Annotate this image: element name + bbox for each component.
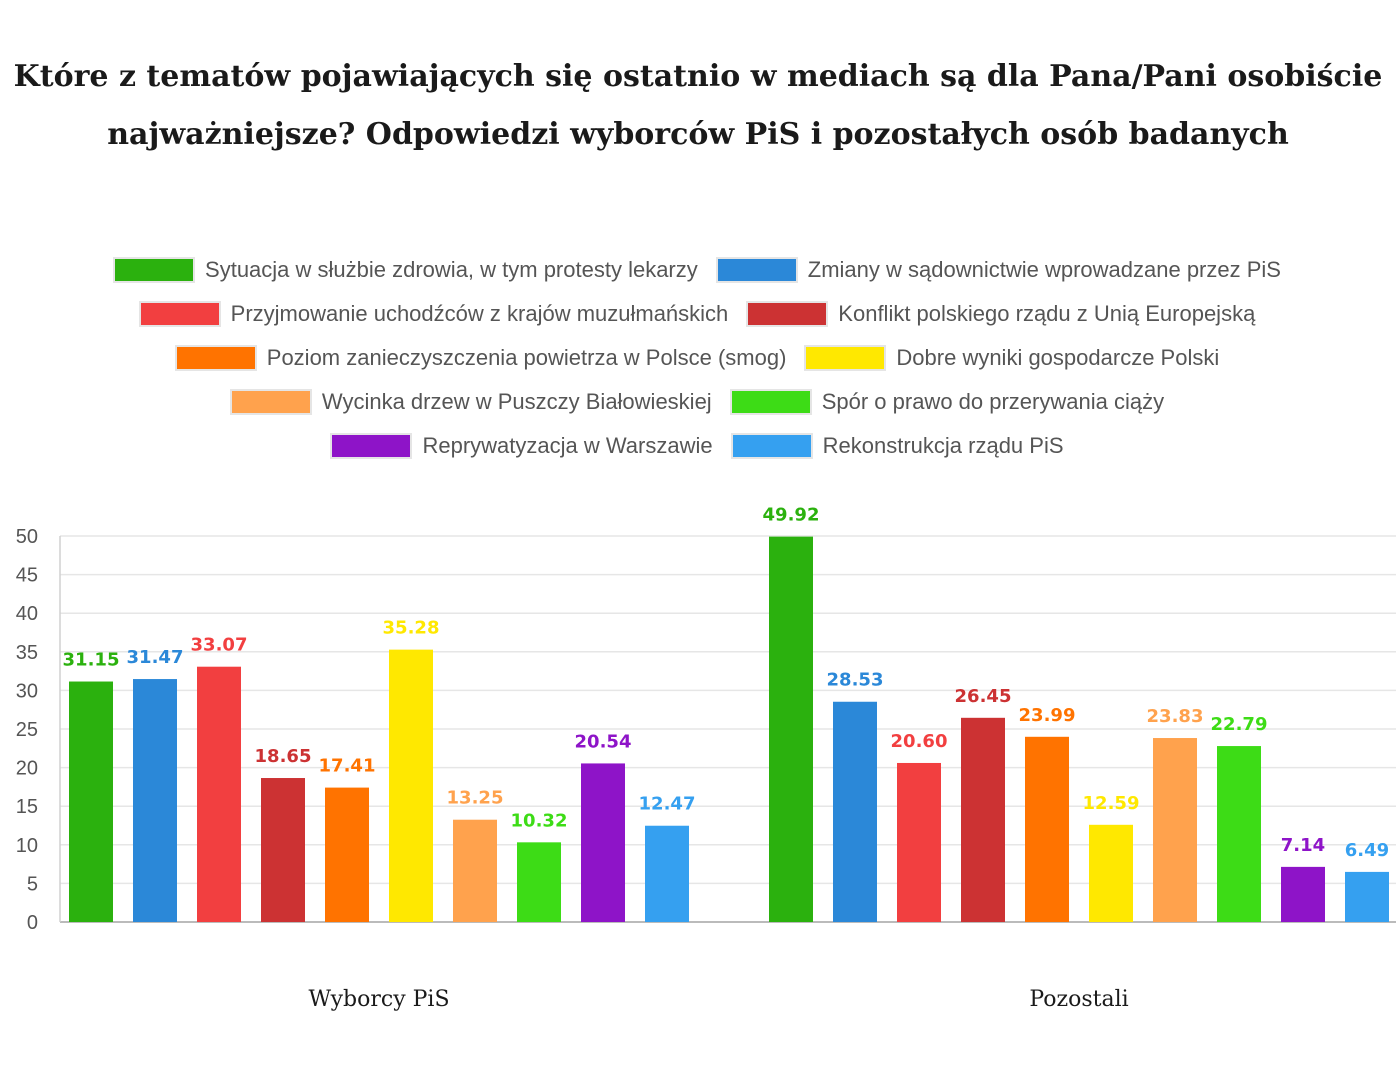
legend-label: Przyjmowanie uchodźców z krajów muzułmań… <box>230 301 729 326</box>
legend-row: Sytuacja w służbie zdrowia, w tym protes… <box>0 248 1396 292</box>
legend-swatch <box>140 303 219 325</box>
legend-label: Spór o prawo do przerywania ciąży <box>821 389 1165 414</box>
bar[interactable] <box>453 819 497 922</box>
bar-value-label: 23.99 <box>1019 705 1076 726</box>
bar-value-label: 35.28 <box>383 618 440 639</box>
y-tick-label: 40 <box>16 603 38 625</box>
bar-value-label: 23.83 <box>1147 706 1204 727</box>
bar-value-label: 20.60 <box>891 731 948 752</box>
bar[interactable] <box>961 717 1005 922</box>
legend-item[interactable]: Sytuacja w służbie zdrowia, w tym protes… <box>115 257 698 283</box>
legend-row: Reprywatyzacja w Warszawie Rekonstrukcja … <box>0 424 1396 468</box>
legend-item[interactable]: Zmiany w sądownictwie wprowadzane przez … <box>717 257 1281 283</box>
legend-swatch <box>748 303 827 325</box>
legend-label: Poziom zanieczyszczenia powietrza w Pols… <box>266 345 787 370</box>
bar-value-label: 12.47 <box>639 794 696 815</box>
y-tick-label: 45 <box>16 565 38 587</box>
bar[interactable] <box>897 762 941 922</box>
legend-item[interactable]: Konflikt polskiego rządu z Unią Europejs… <box>748 301 1255 327</box>
legend-item[interactable]: Dobre wyniki gospodarcze Polski <box>806 345 1219 371</box>
bar[interactable] <box>517 842 561 922</box>
bar-value-label: 18.65 <box>255 746 312 767</box>
legend-label: Sytuacja w służbie zdrowia, w tym protes… <box>205 257 698 282</box>
legend-item[interactable]: Przyjmowanie uchodźców z krajów muzułmań… <box>140 301 729 327</box>
bar[interactable] <box>1153 738 1197 922</box>
legend-label: Konflikt polskiego rządu z Unią Europejs… <box>838 301 1256 326</box>
bar-value-label: 33.07 <box>191 635 248 656</box>
legend-swatch <box>176 347 255 369</box>
legend-item[interactable]: Rekonstrukcja rządu PiS <box>732 433 1064 459</box>
legend-swatch <box>231 391 310 413</box>
legend-swatch <box>115 259 194 281</box>
y-tick-label: 20 <box>16 758 38 780</box>
legend-row: Wycinka drzew w Puszczy Białowieskiej Spó… <box>0 380 1396 424</box>
legend-label: Dobre wyniki gospodarcze Polski <box>896 345 1220 370</box>
chart-legend: Sytuacja w służbie zdrowia, w tym protes… <box>0 248 1396 468</box>
bar-value-label: 13.25 <box>447 788 504 809</box>
chart-title: Które z tematów pojawiających się ostatn… <box>0 48 1396 164</box>
legend-item[interactable]: Poziom zanieczyszczenia powietrza w Pols… <box>176 345 787 371</box>
bar-chart: 0 5 10 15 20 25 30 35 40 45 50 31.15 31.47 33.07 18.65… <box>16 505 1396 1012</box>
y-tick-label: 0 <box>27 912 38 934</box>
bar-value-label: 10.32 <box>511 810 568 831</box>
bar[interactable] <box>645 825 689 922</box>
legend-label: Zmiany w sądownictwie wprowadzane przez … <box>807 257 1281 282</box>
chart-title-line-1: Które z tematów pojawiających się ostatn… <box>13 59 1383 94</box>
chart-title-line-2: najważniejsze? Odpowiedzi wyborców PiS i… <box>107 117 1289 152</box>
bar-value-label: 28.53 <box>827 670 884 691</box>
bar-value-label: 12.59 <box>1083 793 1140 814</box>
legend-swatch <box>332 435 411 457</box>
bar-value-label: 26.45 <box>955 686 1012 707</box>
x-category-label: Pozostali <box>1029 987 1128 1012</box>
bar[interactable] <box>69 681 113 922</box>
y-tick-label: 30 <box>16 680 38 702</box>
bar[interactable] <box>1025 736 1069 922</box>
bar-value-label: 6.49 <box>1345 840 1389 861</box>
legend-item[interactable]: Reprywatyzacja w Warszawie <box>332 433 713 459</box>
bar-value-label: 22.79 <box>1211 714 1268 735</box>
bar[interactable] <box>197 666 241 922</box>
bar[interactable] <box>769 536 813 922</box>
y-tick-label: 15 <box>16 796 38 818</box>
bar-value-label: 7.14 <box>1281 835 1325 856</box>
bar[interactable] <box>261 778 305 922</box>
legend-swatch <box>732 435 811 457</box>
bar[interactable] <box>833 701 877 922</box>
bar-value-label: 49.92 <box>763 505 820 526</box>
y-tick-label: 25 <box>16 719 38 741</box>
legend-label: Wycinka drzew w Puszczy Białowieskiej <box>321 389 712 414</box>
legend-swatch <box>731 391 810 413</box>
bar[interactable] <box>1089 824 1133 922</box>
bar[interactable] <box>1345 871 1389 922</box>
legend-row: Przyjmowanie uchodźców z krajów muzułmań… <box>0 292 1396 336</box>
bar-value-label: 31.15 <box>63 650 120 671</box>
y-tick-label: 50 <box>16 526 38 548</box>
bar[interactable] <box>389 649 433 922</box>
legend-item[interactable]: Wycinka drzew w Puszczy Białowieskiej <box>231 389 712 415</box>
bar-value-label: 20.54 <box>575 731 632 752</box>
legend-label: Rekonstrukcja rządu PiS <box>822 433 1064 458</box>
bar[interactable] <box>581 763 625 922</box>
y-tick-label: 10 <box>16 835 38 857</box>
legend-row: Poziom zanieczyszczenia powietrza w Pols… <box>0 336 1396 380</box>
legend-swatch <box>806 347 885 369</box>
bar[interactable] <box>325 787 369 922</box>
bar[interactable] <box>1281 866 1325 922</box>
bar-value-label: 31.47 <box>127 647 184 668</box>
y-tick-label: 5 <box>27 873 38 895</box>
y-tick-label: 35 <box>16 642 38 664</box>
legend-label: Reprywatyzacja w Warszawie <box>422 433 713 458</box>
x-category-label: Wyborcy PiS <box>308 987 449 1012</box>
bar[interactable] <box>133 679 177 922</box>
legend-swatch <box>717 259 796 281</box>
bar-value-label: 17.41 <box>319 756 376 777</box>
bar[interactable] <box>1217 746 1261 922</box>
legend-item[interactable]: Spór o prawo do przerywania ciąży <box>731 389 1165 415</box>
